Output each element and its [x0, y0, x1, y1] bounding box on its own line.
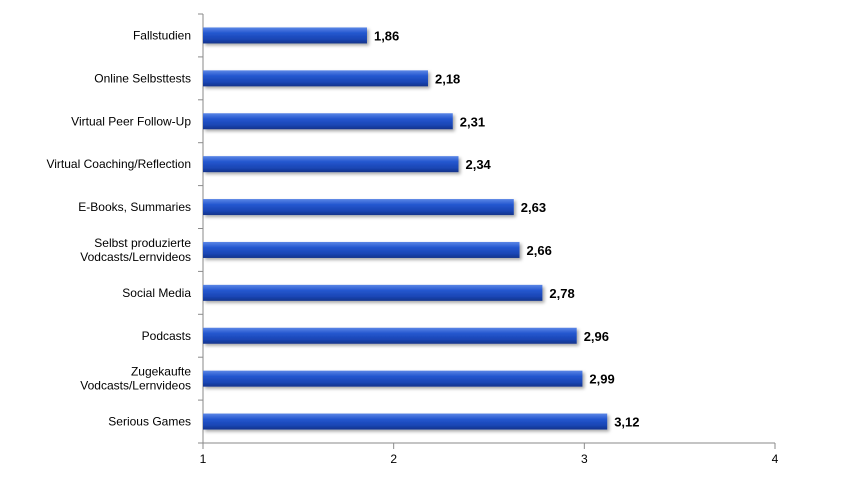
- category-label: Fallstudien: [133, 28, 191, 42]
- bar-value-label: 2,63: [521, 200, 546, 215]
- bar-value-label: 2,96: [584, 329, 609, 344]
- x-tick-label: 4: [772, 452, 779, 466]
- bar-value-label: 3,12: [614, 415, 639, 430]
- category-label: Virtual Coaching/Reflection: [46, 157, 191, 171]
- bar: [203, 156, 459, 173]
- bar: [203, 370, 583, 387]
- x-tick-label: 2: [390, 452, 397, 466]
- category-label: Serious Games: [108, 415, 191, 429]
- category-label: Zugekaufte Vodcasts/Lernvideos: [80, 365, 191, 393]
- category-label: Virtual Peer Follow-Up: [71, 114, 191, 128]
- x-tick-label: 3: [581, 452, 588, 466]
- bar-value-label: 2,34: [465, 157, 491, 172]
- bar: [203, 199, 514, 216]
- bar: [203, 27, 367, 44]
- category-label: Online Selbsttests: [94, 71, 191, 85]
- bar: [203, 327, 577, 344]
- bar: [203, 70, 428, 87]
- bar-value-label: 2,18: [435, 71, 460, 86]
- bar-value-label: 2,31: [460, 114, 485, 129]
- bar: [203, 113, 453, 130]
- bar-value-label: 2,66: [527, 243, 552, 258]
- category-label: Podcasts: [142, 329, 191, 343]
- category-label: Selbst produzierte Vodcasts/Lernvideos: [80, 236, 191, 264]
- category-label: Social Media: [122, 286, 191, 300]
- bar: [203, 284, 543, 301]
- bar: [203, 413, 608, 430]
- bar-value-label: 1,86: [374, 28, 399, 43]
- category-label: E-Books, Summaries: [78, 200, 191, 214]
- bar-value-label: 2,99: [589, 372, 614, 387]
- x-tick-label: 1: [200, 452, 207, 466]
- bar: [203, 241, 520, 258]
- bar-value-label: 2,78: [549, 286, 574, 301]
